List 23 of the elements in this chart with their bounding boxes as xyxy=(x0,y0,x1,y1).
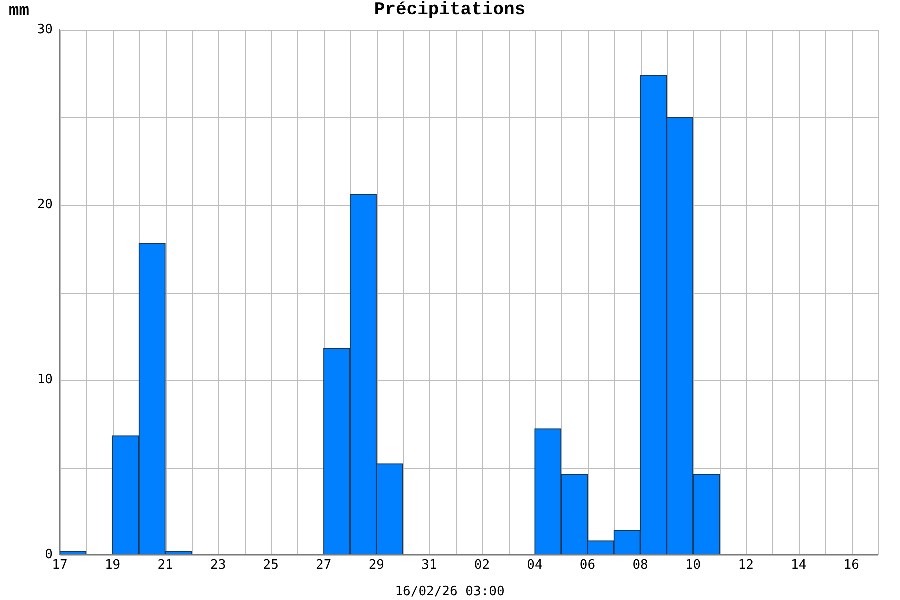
x-tick-label: 31 xyxy=(422,558,438,574)
chart-title: Précipitations xyxy=(374,0,526,21)
x-tick-label: 25 xyxy=(263,558,279,574)
x-tick-label: 12 xyxy=(738,558,754,574)
x-tick-label: 23 xyxy=(210,558,226,574)
x-axis-title: 16/02/26 03:00 xyxy=(395,584,505,600)
x-tick-label: 21 xyxy=(158,558,174,574)
x-tick-label: 02 xyxy=(474,558,490,574)
x-tick-label: 04 xyxy=(527,558,543,574)
x-tick-label: 06 xyxy=(580,558,596,574)
x-tick-label: 17 xyxy=(52,558,68,574)
y-tick-label: 30 xyxy=(37,22,53,38)
y-tick-label: 10 xyxy=(37,372,53,388)
x-tick-label: 10 xyxy=(685,558,702,574)
x-tick-label: 14 xyxy=(791,558,807,574)
y-axis-title: mm xyxy=(9,2,30,22)
x-tick-label: 08 xyxy=(632,558,648,574)
y-tick-label: 0 xyxy=(45,547,53,562)
x-tick-label: 27 xyxy=(316,558,332,574)
x-tick-label: 29 xyxy=(368,558,384,574)
x-tick-label: 16 xyxy=(844,558,860,574)
y-tick-label: 20 xyxy=(37,197,53,212)
x-tick-label: 19 xyxy=(104,558,121,574)
